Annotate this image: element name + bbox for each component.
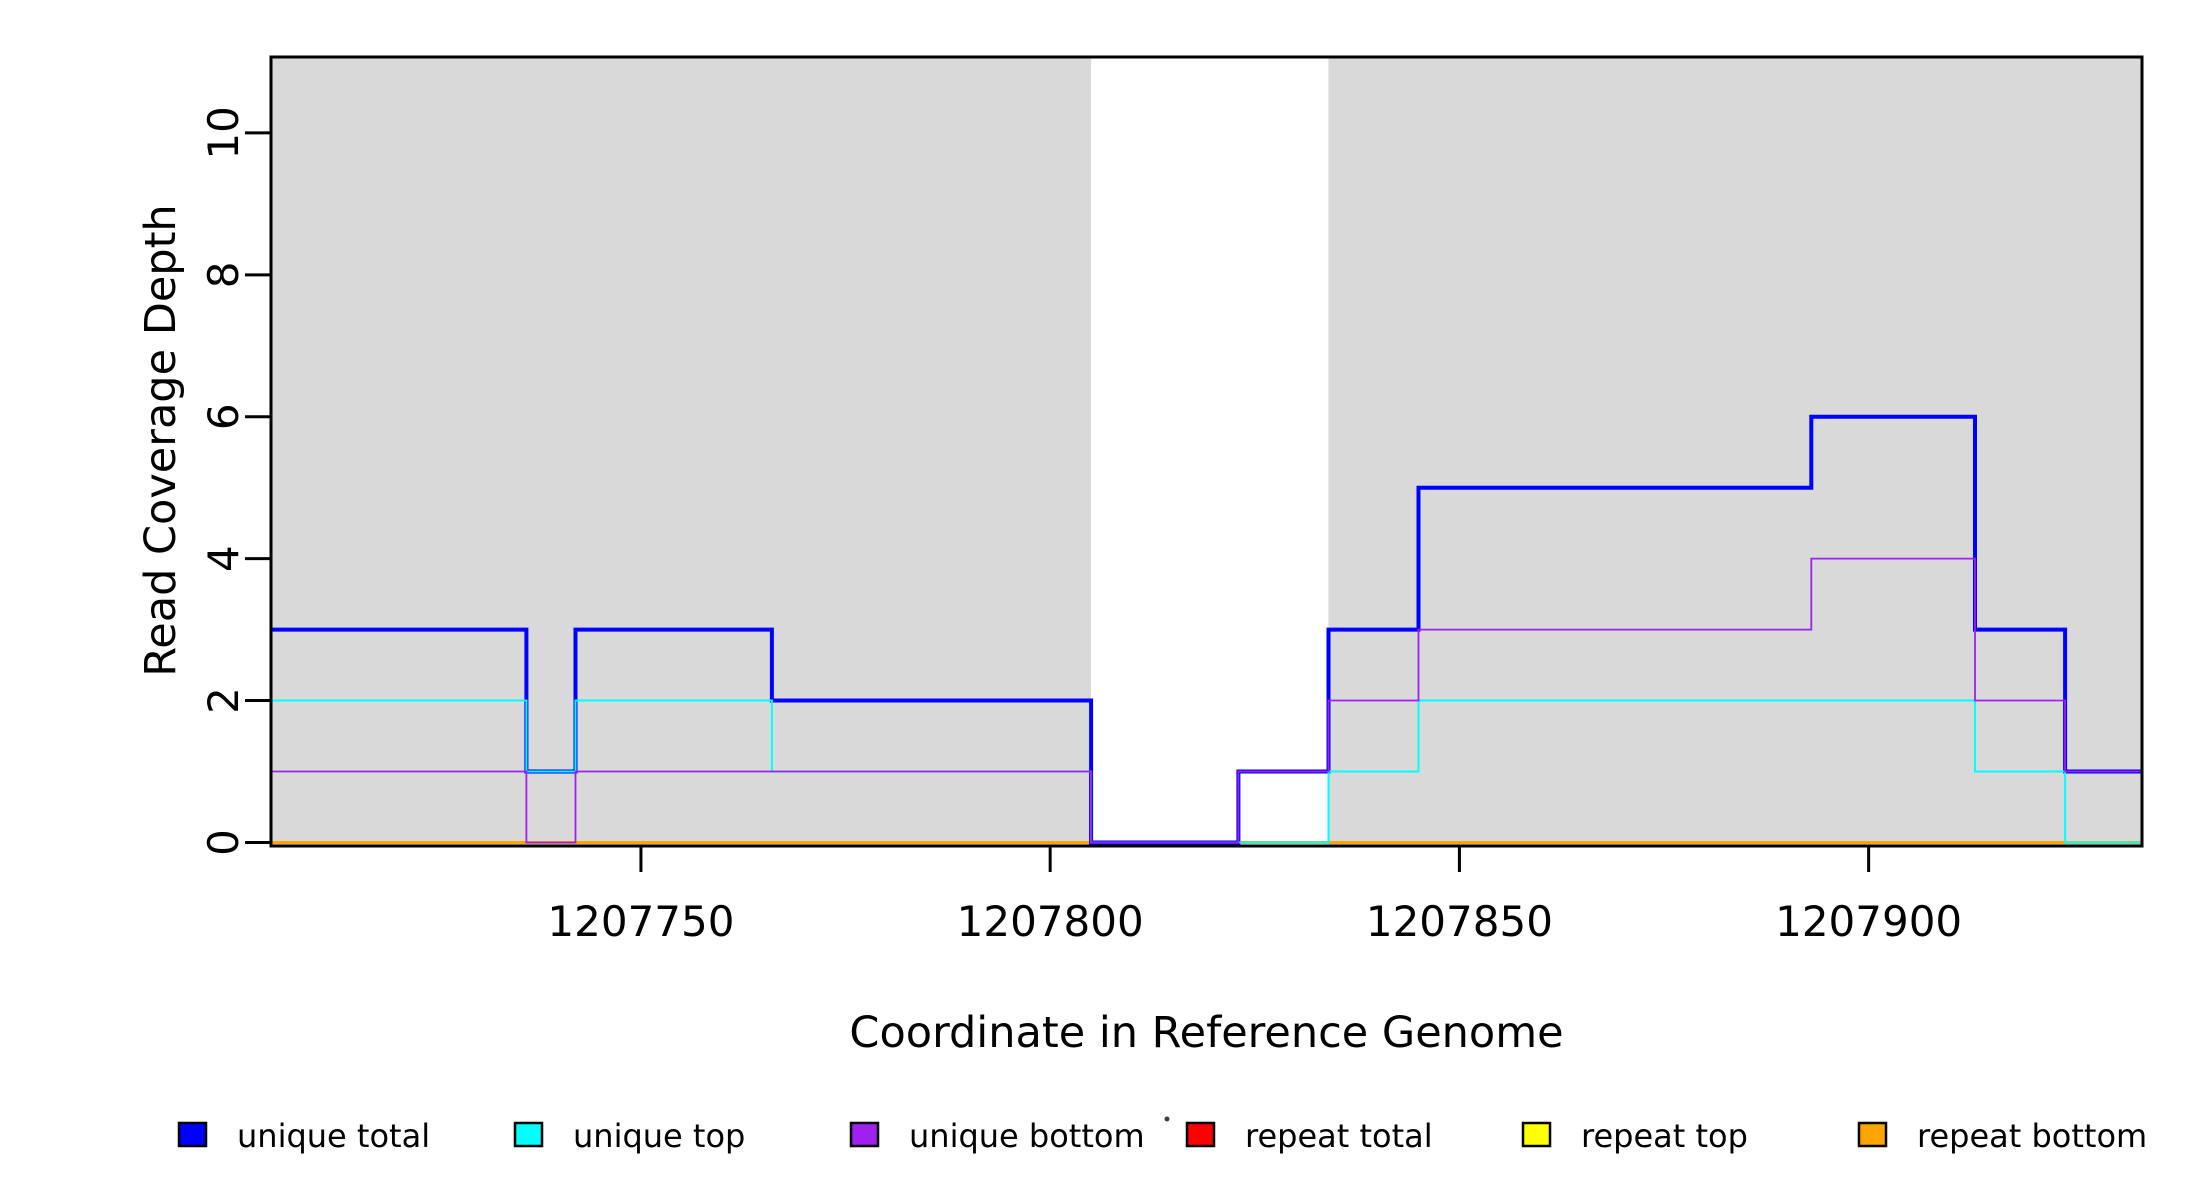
legend-swatch-repeat-total <box>1185 1121 1216 1148</box>
x-axis: 1207750 1207800 1207850 1207900 Coordinate i… <box>547 847 1962 1058</box>
legend-swatch-unique-top <box>513 1121 544 1148</box>
series-unique-bottom-line <box>271 557 2142 844</box>
legend-label: unique top <box>573 1117 745 1155</box>
legend-label: unique bottom <box>909 1117 1145 1155</box>
legend-item-repeat-total: repeat total <box>1185 1117 1433 1155</box>
stray-dot <box>1164 1116 1170 1122</box>
plot-area <box>269 55 2144 848</box>
y-tick-label: 8 <box>199 261 248 288</box>
y-tick-label: 0 <box>199 829 248 856</box>
x-tick-label: 1207750 <box>547 897 734 946</box>
legend-swatch-unique-total <box>177 1121 208 1148</box>
shaded-region-repeat-masked-left <box>271 57 1092 846</box>
legend-swatch-repeat-bottom <box>1857 1121 1888 1148</box>
y-axis-title: Read Coverage Depth <box>136 204 186 676</box>
legend-label: unique total <box>237 1117 430 1155</box>
y-tick-label: 4 <box>199 545 248 572</box>
legend-label: repeat top <box>1581 1117 1748 1155</box>
plot-border-box <box>269 55 2144 848</box>
x-axis-title: Coordinate in Reference Genome <box>849 1008 1563 1058</box>
legend-item-repeat-top: repeat top <box>1521 1117 1748 1155</box>
x-tick-label: 1207900 <box>1775 897 1962 946</box>
y-axis: 0 2 4 6 8 10 Read Coverage Depth <box>136 106 270 856</box>
y-tick-label: 6 <box>199 403 248 430</box>
legend-item-unique-top: unique top <box>513 1117 745 1155</box>
legend-item-repeat-bottom: repeat bottom <box>1857 1117 2147 1155</box>
legend: unique total unique top unique bottom repea… <box>177 1117 2147 1155</box>
y-tick-label: 10 <box>199 106 248 159</box>
legend-item-unique-total: unique total <box>177 1117 430 1155</box>
x-tick-label: 1207850 <box>1366 897 1553 946</box>
x-tick-label: 1207800 <box>957 897 1144 946</box>
shaded-region-repeat-masked-right <box>1328 57 2142 846</box>
legend-swatch-repeat-top <box>1521 1121 1552 1148</box>
legend-label: repeat total <box>1245 1117 1433 1155</box>
legend-label: repeat bottom <box>1917 1117 2147 1155</box>
y-tick-label: 2 <box>199 687 248 714</box>
legend-item-unique-bottom: unique bottom <box>849 1117 1145 1155</box>
legend-swatch-unique-bottom <box>849 1121 880 1148</box>
